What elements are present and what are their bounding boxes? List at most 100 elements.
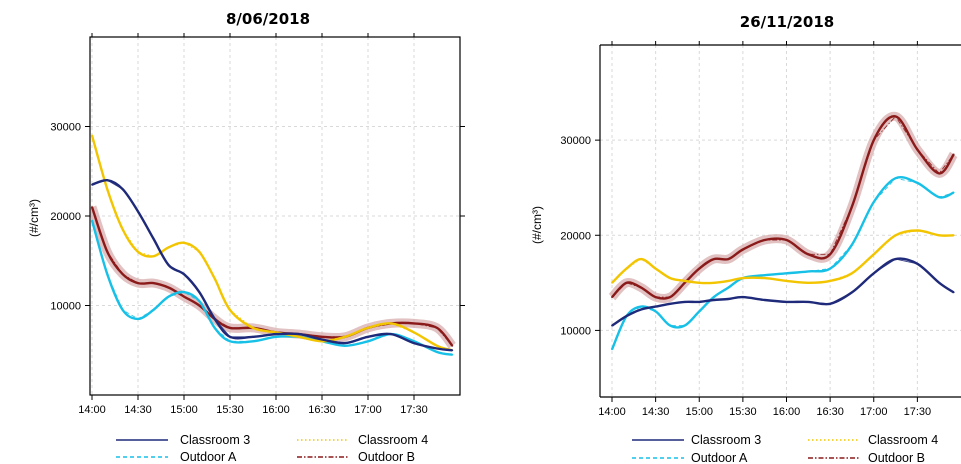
- data-point-outdoor-b: [167, 286, 170, 289]
- data-point-classroom-3: [152, 237, 155, 240]
- legend-label: Classroom 4: [358, 433, 428, 447]
- legend: Classroom 3 Outdoor A Classroom 4 Outdoo…: [632, 433, 938, 464]
- data-point-outdoor-b: [763, 239, 766, 241]
- y-tick-label: 20000: [560, 230, 591, 242]
- data-point-classroom-4: [298, 335, 300, 338]
- data-point-classroom-4: [413, 331, 415, 334]
- data-point-classroom-3: [763, 299, 766, 301]
- data-point-classroom-4: [229, 309, 231, 311]
- data-point-outdoor-a: [640, 305, 642, 308]
- data-point-classroom-4: [654, 267, 657, 270]
- x-tick-label: 15:00: [170, 404, 198, 416]
- data-point-classroom-4: [198, 250, 201, 253]
- data-point-outdoor-b: [137, 282, 139, 284]
- data-point-classroom-3: [121, 188, 124, 191]
- data-point-classroom-3: [625, 315, 628, 317]
- data-point-classroom-3: [367, 335, 369, 338]
- y-tick-label: 10000: [50, 301, 81, 313]
- data-point-classroom-3: [712, 299, 715, 301]
- x-tick-label: 14:00: [78, 404, 106, 416]
- data-point-outdoor-b: [916, 148, 919, 151]
- data-point-classroom-4: [152, 255, 155, 258]
- data-point-classroom-3: [683, 301, 686, 303]
- data-point-classroom-3: [872, 272, 875, 275]
- x-tick-label: 14:30: [642, 406, 670, 418]
- data-point-classroom-4: [106, 188, 109, 191]
- data-point-classroom-4: [625, 267, 628, 270]
- legend-label: Outdoor B: [358, 450, 415, 464]
- y-tick-label: 30000: [50, 122, 81, 134]
- data-point-classroom-3: [698, 301, 701, 303]
- data-point-outdoor-b: [851, 205, 853, 208]
- data-point-outdoor-a: [275, 335, 277, 338]
- chart-panel-left: 8/06/2018 (#/cm³) 14:00 14:30 15:00 15:30 16…: [27, 10, 465, 464]
- data-point-outdoor-a: [344, 344, 346, 347]
- data-point-outdoor-a: [152, 309, 155, 311]
- x-tick-label: 17:00: [860, 406, 888, 418]
- data-point-classroom-3: [436, 347, 438, 350]
- data-point-classroom-4: [785, 280, 788, 282]
- data-point-outdoor-a: [106, 273, 109, 276]
- data-point-outdoor-a: [137, 318, 139, 320]
- legend-label: Classroom 3: [180, 433, 250, 447]
- data-point-outdoor-a: [611, 348, 613, 351]
- data-point-classroom-4: [167, 246, 170, 249]
- data-point-outdoor-a: [229, 340, 231, 343]
- data-point-outdoor-b: [106, 250, 109, 253]
- data-point-classroom-4: [698, 281, 701, 284]
- chart-panel-right: 26/11/2018 (#/cm³) 14:00 14:30 15:00 15:30 1…: [530, 13, 961, 464]
- data-point-outdoor-a: [669, 324, 672, 327]
- data-point-outdoor-a: [367, 340, 369, 343]
- x-tick-label: 16:30: [816, 406, 844, 418]
- series-raw-outdoor-a: [611, 177, 954, 350]
- data-point-classroom-4: [669, 277, 672, 279]
- data-point-classroom-3: [916, 262, 919, 265]
- data-point-classroom-3: [321, 338, 323, 341]
- data-point-outdoor-a: [91, 219, 93, 222]
- data-point-outdoor-a: [198, 300, 201, 302]
- data-point-classroom-3: [807, 301, 810, 303]
- data-point-classroom-4: [344, 335, 346, 338]
- data-point-outdoor-b: [829, 253, 831, 256]
- x-tick-label: 16:30: [308, 404, 336, 416]
- data-point-classroom-3: [894, 258, 897, 260]
- y-axis-label: (#/cm³): [530, 206, 544, 244]
- series-raw-classroom-3: [611, 258, 954, 326]
- data-point-outdoor-b: [785, 239, 788, 241]
- series-line-outdoor-a: [610, 175, 955, 350]
- data-point-outdoor-b: [742, 248, 744, 251]
- data-point-outdoor-a: [121, 309, 124, 311]
- data-point-classroom-3: [742, 296, 744, 298]
- data-point-classroom-3: [669, 302, 672, 305]
- data-point-outdoor-a: [952, 191, 955, 194]
- x-tick-label: 14:00: [598, 406, 626, 418]
- data-point-outdoor-a: [938, 196, 941, 199]
- x-tick-label: 15:00: [685, 406, 713, 418]
- data-point-outdoor-a: [763, 274, 766, 277]
- legend-label: Classroom 3: [691, 433, 761, 447]
- series-raw-outdoor-b: [611, 115, 955, 298]
- data-point-outdoor-b: [712, 258, 715, 260]
- data-point-outdoor-b: [654, 296, 657, 298]
- data-point-classroom-3: [640, 308, 642, 311]
- data-point-outdoor-b: [669, 296, 672, 298]
- data-point-outdoor-b: [198, 304, 201, 307]
- data-point-classroom-3: [611, 324, 613, 327]
- series-line-classroom-4: [90, 135, 453, 352]
- data-point-outdoor-b: [91, 206, 93, 208]
- data-point-outdoor-b: [152, 282, 155, 284]
- data-point-classroom-4: [894, 234, 897, 237]
- data-point-classroom-4: [938, 234, 941, 237]
- data-point-outdoor-a: [252, 340, 254, 343]
- data-point-classroom-4: [807, 281, 810, 284]
- data-point-outdoor-b: [436, 327, 438, 329]
- data-point-outdoor-b: [640, 286, 642, 289]
- data-point-classroom-4: [436, 344, 438, 347]
- x-tick-label: 16:00: [773, 406, 801, 418]
- data-point-outdoor-a: [683, 324, 686, 327]
- y-tick-label: 20000: [50, 211, 81, 223]
- x-tick-label: 17:30: [400, 404, 428, 416]
- confidence-band-outdoor-b: [608, 111, 958, 304]
- data-point-classroom-3: [952, 291, 955, 294]
- data-point-outdoor-b: [413, 322, 415, 325]
